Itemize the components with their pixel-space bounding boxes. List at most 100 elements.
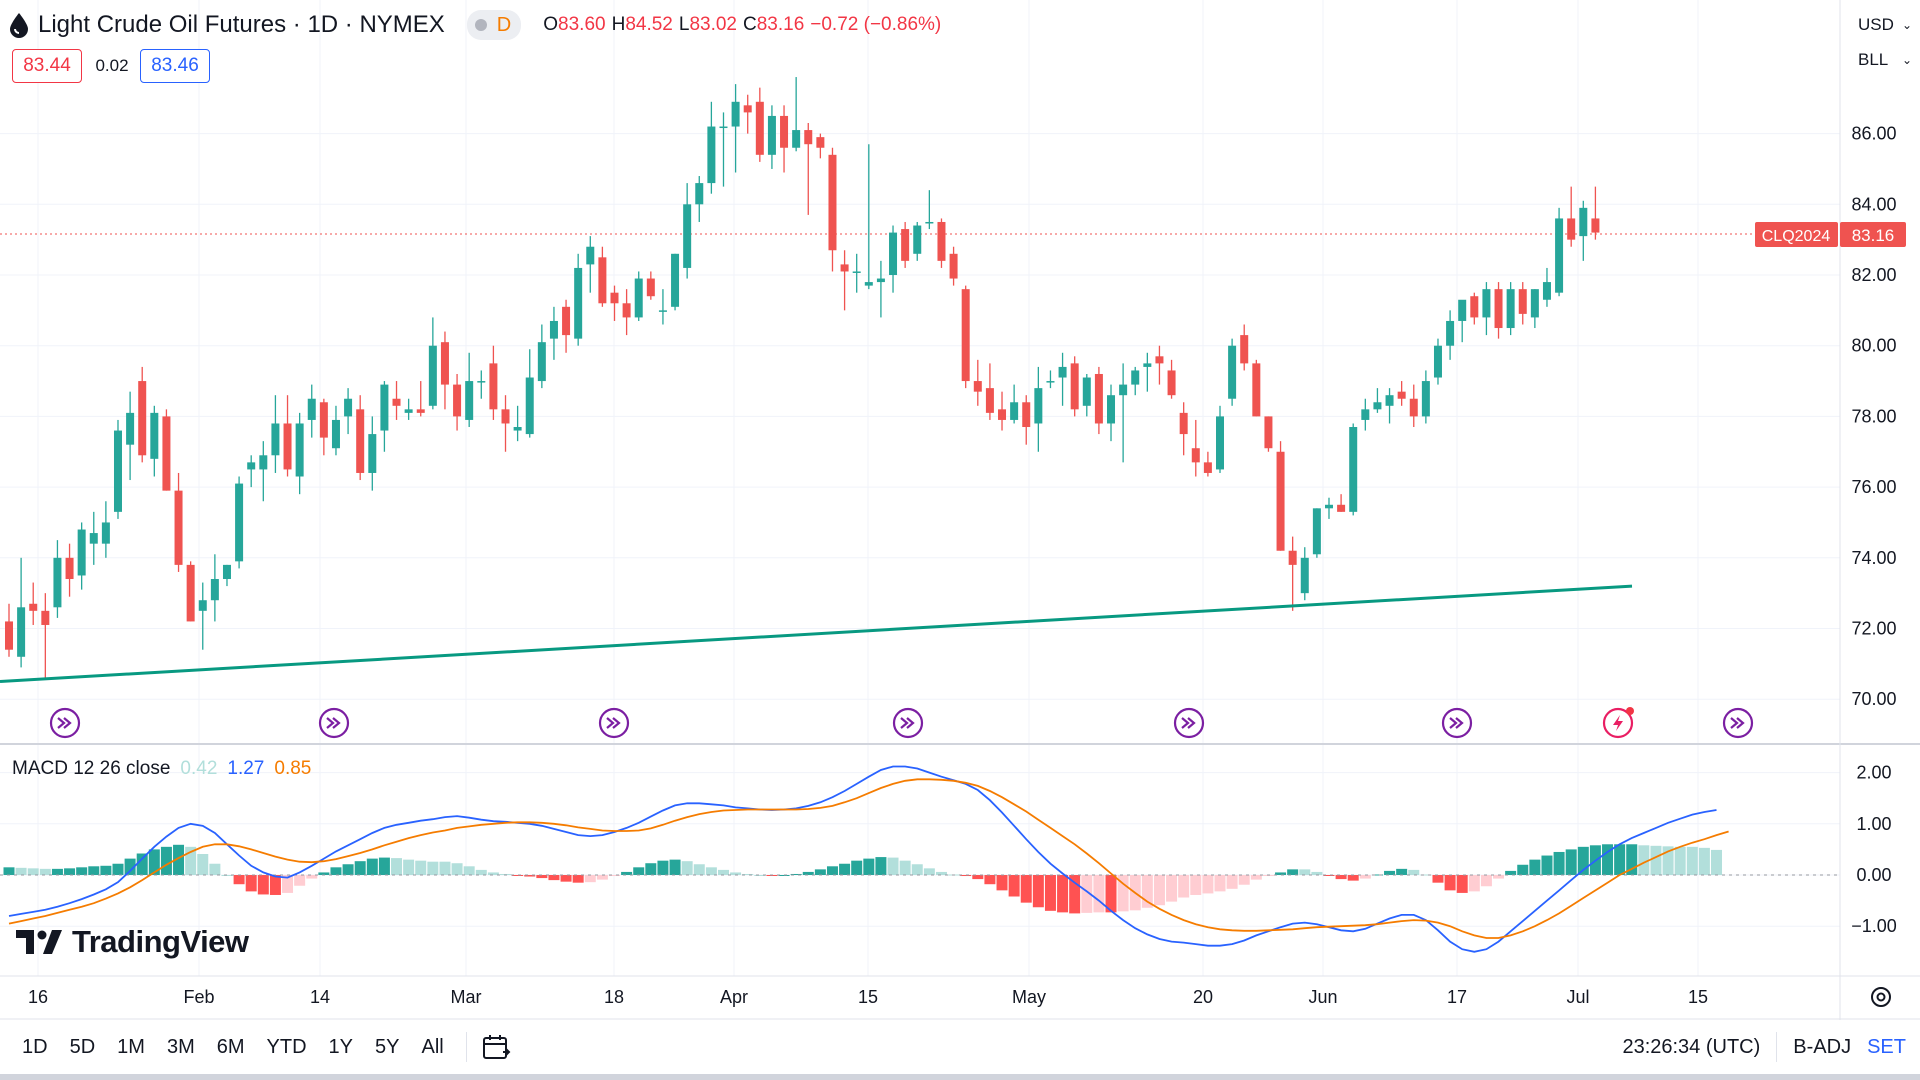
candlestick-series[interactable]: [5, 77, 1600, 678]
candle[interactable]: [525, 349, 534, 438]
candle[interactable]: [65, 543, 74, 597]
candle[interactable]: [1579, 200, 1588, 261]
candle[interactable]: [319, 398, 328, 456]
candle[interactable]: [889, 225, 898, 293]
candle[interactable]: [1252, 359, 1261, 417]
candle[interactable]: [707, 101, 716, 194]
candle[interactable]: [501, 395, 510, 452]
tf-1d[interactable]: 1D: [22, 1035, 48, 1058]
currency-selector[interactable]: USD ⌄: [1854, 8, 1912, 42]
candle[interactable]: [1228, 338, 1237, 406]
candle[interactable]: [210, 554, 219, 622]
macd-legend[interactable]: MACD 12 26 close 0.42 1.27 0.85: [12, 758, 311, 780]
candle[interactable]: [259, 441, 268, 502]
candle[interactable]: [1288, 536, 1297, 611]
candle[interactable]: [53, 540, 62, 618]
candle[interactable]: [174, 472, 183, 572]
candle[interactable]: [840, 250, 849, 311]
candle[interactable]: [1349, 423, 1358, 516]
candle[interactable]: [404, 398, 413, 420]
event-markers[interactable]: [49, 707, 1754, 739]
candle[interactable]: [1240, 324, 1249, 371]
candle[interactable]: [598, 246, 607, 307]
candle[interactable]: [465, 352, 474, 428]
candle[interactable]: [1421, 370, 1430, 424]
candle[interactable]: [973, 359, 982, 406]
candle[interactable]: [101, 501, 110, 558]
candle[interactable]: [1276, 441, 1285, 551]
candle[interactable]: [755, 87, 764, 162]
candle[interactable]: [1155, 345, 1164, 385]
earnings-event-icon[interactable]: [49, 707, 81, 739]
candle[interactable]: [1542, 267, 1551, 307]
candle[interactable]: [344, 388, 353, 435]
candle[interactable]: [961, 285, 970, 389]
calendar-range-icon[interactable]: [481, 1032, 511, 1062]
candle[interactable]: [1143, 352, 1152, 392]
candle[interactable]: [1458, 299, 1467, 343]
support-trendline[interactable]: [0, 584, 1633, 684]
candle[interactable]: [804, 123, 813, 215]
candle[interactable]: [1555, 207, 1564, 297]
earnings-event-icon[interactable]: [892, 707, 924, 739]
session-toggle[interactable]: SET: [1867, 1035, 1906, 1058]
candle[interactable]: [1264, 416, 1273, 452]
candle[interactable]: [792, 77, 801, 152]
candle[interactable]: [29, 582, 38, 625]
candle[interactable]: [695, 176, 704, 222]
tf-all[interactable]: All: [421, 1035, 444, 1058]
candle[interactable]: [1591, 186, 1600, 240]
candle[interactable]: [368, 416, 377, 491]
candle[interactable]: [77, 522, 86, 590]
candle[interactable]: [380, 381, 389, 452]
candle[interactable]: [1482, 282, 1491, 336]
candle[interactable]: [1300, 547, 1309, 601]
candle[interactable]: [513, 405, 522, 442]
candle[interactable]: [1494, 282, 1503, 339]
earnings-event-icon[interactable]: [1441, 707, 1473, 739]
candle[interactable]: [816, 133, 825, 159]
candle[interactable]: [1058, 352, 1067, 406]
candle[interactable]: [586, 236, 595, 293]
candle[interactable]: [1567, 186, 1576, 247]
candle[interactable]: [671, 253, 680, 311]
candle[interactable]: [138, 366, 147, 463]
candle[interactable]: [985, 363, 994, 420]
dividend-event-icon[interactable]: [1602, 707, 1634, 739]
tf-1m[interactable]: 1M: [117, 1035, 145, 1058]
tradingview-logo[interactable]: TradingView: [16, 924, 249, 960]
candle[interactable]: [1070, 356, 1079, 417]
candle[interactable]: [440, 331, 449, 410]
tf-3m[interactable]: 3M: [166, 1035, 195, 1058]
candle[interactable]: [271, 395, 280, 473]
candle[interactable]: [574, 253, 583, 346]
tf-6m[interactable]: 6M: [216, 1035, 245, 1058]
chart-canvas[interactable]: 70.00 72.00 74.00 76.00 78.00 80.00 82.00 84.00…: [0, 0, 1920, 1020]
candle[interactable]: [416, 381, 425, 417]
candle[interactable]: [925, 190, 934, 230]
candle[interactable]: [477, 370, 486, 399]
candle[interactable]: [1361, 398, 1370, 431]
candle[interactable]: [235, 476, 244, 569]
candle[interactable]: [283, 395, 292, 477]
unit-selector[interactable]: BLL ⌄: [1854, 43, 1912, 77]
candle[interactable]: [489, 345, 498, 420]
chart-settings-gear-icon[interactable]: [1871, 987, 1891, 1007]
candle[interactable]: [428, 317, 437, 410]
candle[interactable]: [949, 246, 958, 286]
candle[interactable]: [876, 260, 885, 318]
candle[interactable]: [198, 582, 207, 650]
bid-price-button[interactable]: 83.44: [12, 49, 82, 83]
tf-5d[interactable]: 5D: [69, 1035, 96, 1058]
earnings-event-icon[interactable]: [318, 707, 350, 739]
earnings-event-icon[interactable]: [1173, 707, 1205, 739]
candle[interactable]: [41, 593, 50, 678]
candle[interactable]: [247, 455, 256, 488]
candle[interactable]: [658, 289, 667, 325]
candle[interactable]: [1216, 405, 1224, 473]
candle[interactable]: [1506, 282, 1515, 336]
candle[interactable]: [1094, 366, 1103, 435]
candle[interactable]: [1433, 338, 1442, 385]
candle[interactable]: [17, 557, 26, 668]
candle[interactable]: [1046, 370, 1055, 389]
